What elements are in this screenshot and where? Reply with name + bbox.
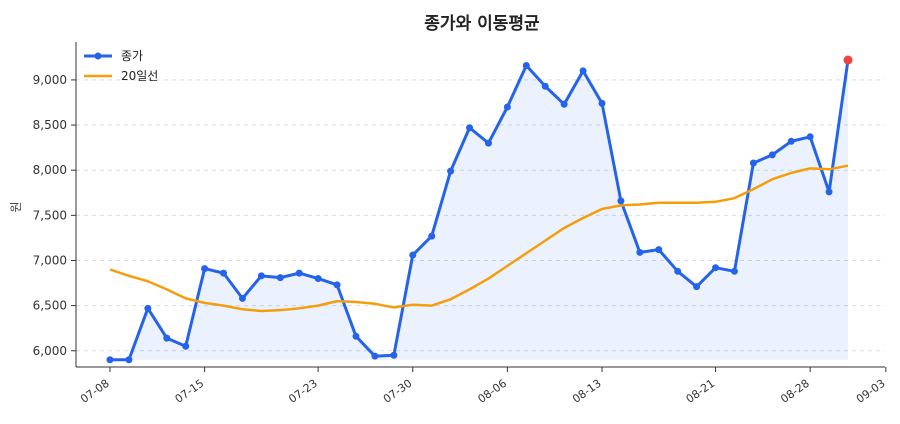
price-marker (163, 334, 171, 342)
price-marker (712, 264, 720, 272)
price-marker (768, 151, 776, 159)
legend-swatch-marker (94, 52, 102, 60)
price-marker (371, 352, 379, 360)
x-tick-label: 08-13 (570, 377, 604, 406)
price-marker (447, 167, 455, 175)
price-marker (730, 267, 738, 275)
price-marker (636, 248, 644, 256)
x-tick-label: 07-30 (381, 377, 415, 406)
price-marker (484, 139, 492, 147)
price-marker (806, 133, 814, 141)
price-marker (257, 272, 265, 280)
price-marker (787, 137, 795, 145)
x-tick-label: 08-06 (475, 377, 509, 406)
price-marker (106, 356, 114, 364)
chart-title: 종가와 이동평균 (424, 14, 540, 34)
y-axis-label: 원 (9, 201, 23, 212)
price-marker (352, 332, 360, 340)
price-marker (144, 304, 152, 312)
series-markers (106, 55, 853, 364)
price-marker (466, 124, 474, 132)
x-tick-label: 09-03 (854, 377, 888, 406)
x-tick-label: 08-21 (684, 377, 718, 406)
latest-price-marker (843, 55, 853, 65)
price-marker (560, 100, 568, 108)
legend-label: 종가 (121, 49, 143, 63)
grid (76, 79, 885, 352)
price-marker (503, 103, 511, 111)
price-marker (522, 61, 530, 69)
legend-label: 20일선 (121, 69, 158, 83)
closing-price-line (110, 59, 850, 362)
price-marker (295, 269, 303, 277)
y-tick-label: 9,000 (33, 73, 67, 87)
price-marker (314, 275, 322, 283)
price-marker (220, 269, 228, 277)
price-marker (390, 351, 398, 359)
y-tick-label: 8,000 (33, 163, 67, 177)
legend: 종가 20일선 (84, 49, 158, 83)
price-marker (674, 267, 682, 275)
y-tick-label: 8,500 (33, 118, 67, 132)
y-tick-label: 7,500 (33, 208, 67, 222)
price-marker (598, 99, 606, 107)
x-tick-label: 07-08 (78, 377, 112, 406)
x-tick-label: 07-23 (286, 377, 320, 406)
price-marker (693, 283, 701, 291)
moving-average-line (109, 164, 849, 313)
y-tick-label: 6,500 (33, 299, 67, 313)
price-marker (238, 294, 246, 302)
price-marker (579, 67, 587, 75)
axes (71, 42, 887, 372)
price-marker (541, 82, 549, 90)
price-marker (428, 232, 436, 240)
x-tick-label: 07-15 (173, 377, 207, 406)
area-fill-layer (110, 60, 848, 360)
price-marker (182, 342, 190, 350)
x-tick-label: 08-28 (778, 377, 812, 406)
price-marker (125, 356, 133, 364)
series-lines (109, 59, 850, 362)
closing-price-area (110, 60, 848, 360)
price-marker (749, 159, 757, 167)
price-marker (409, 251, 417, 259)
price-marker (276, 274, 284, 282)
price-marker (201, 265, 209, 273)
price-marker (333, 281, 341, 289)
price-marker (825, 188, 833, 196)
y-tick-label: 6,000 (33, 344, 67, 358)
y-tick-label: 7,000 (33, 253, 67, 267)
price-marker (655, 246, 663, 254)
price-marker (617, 197, 625, 205)
